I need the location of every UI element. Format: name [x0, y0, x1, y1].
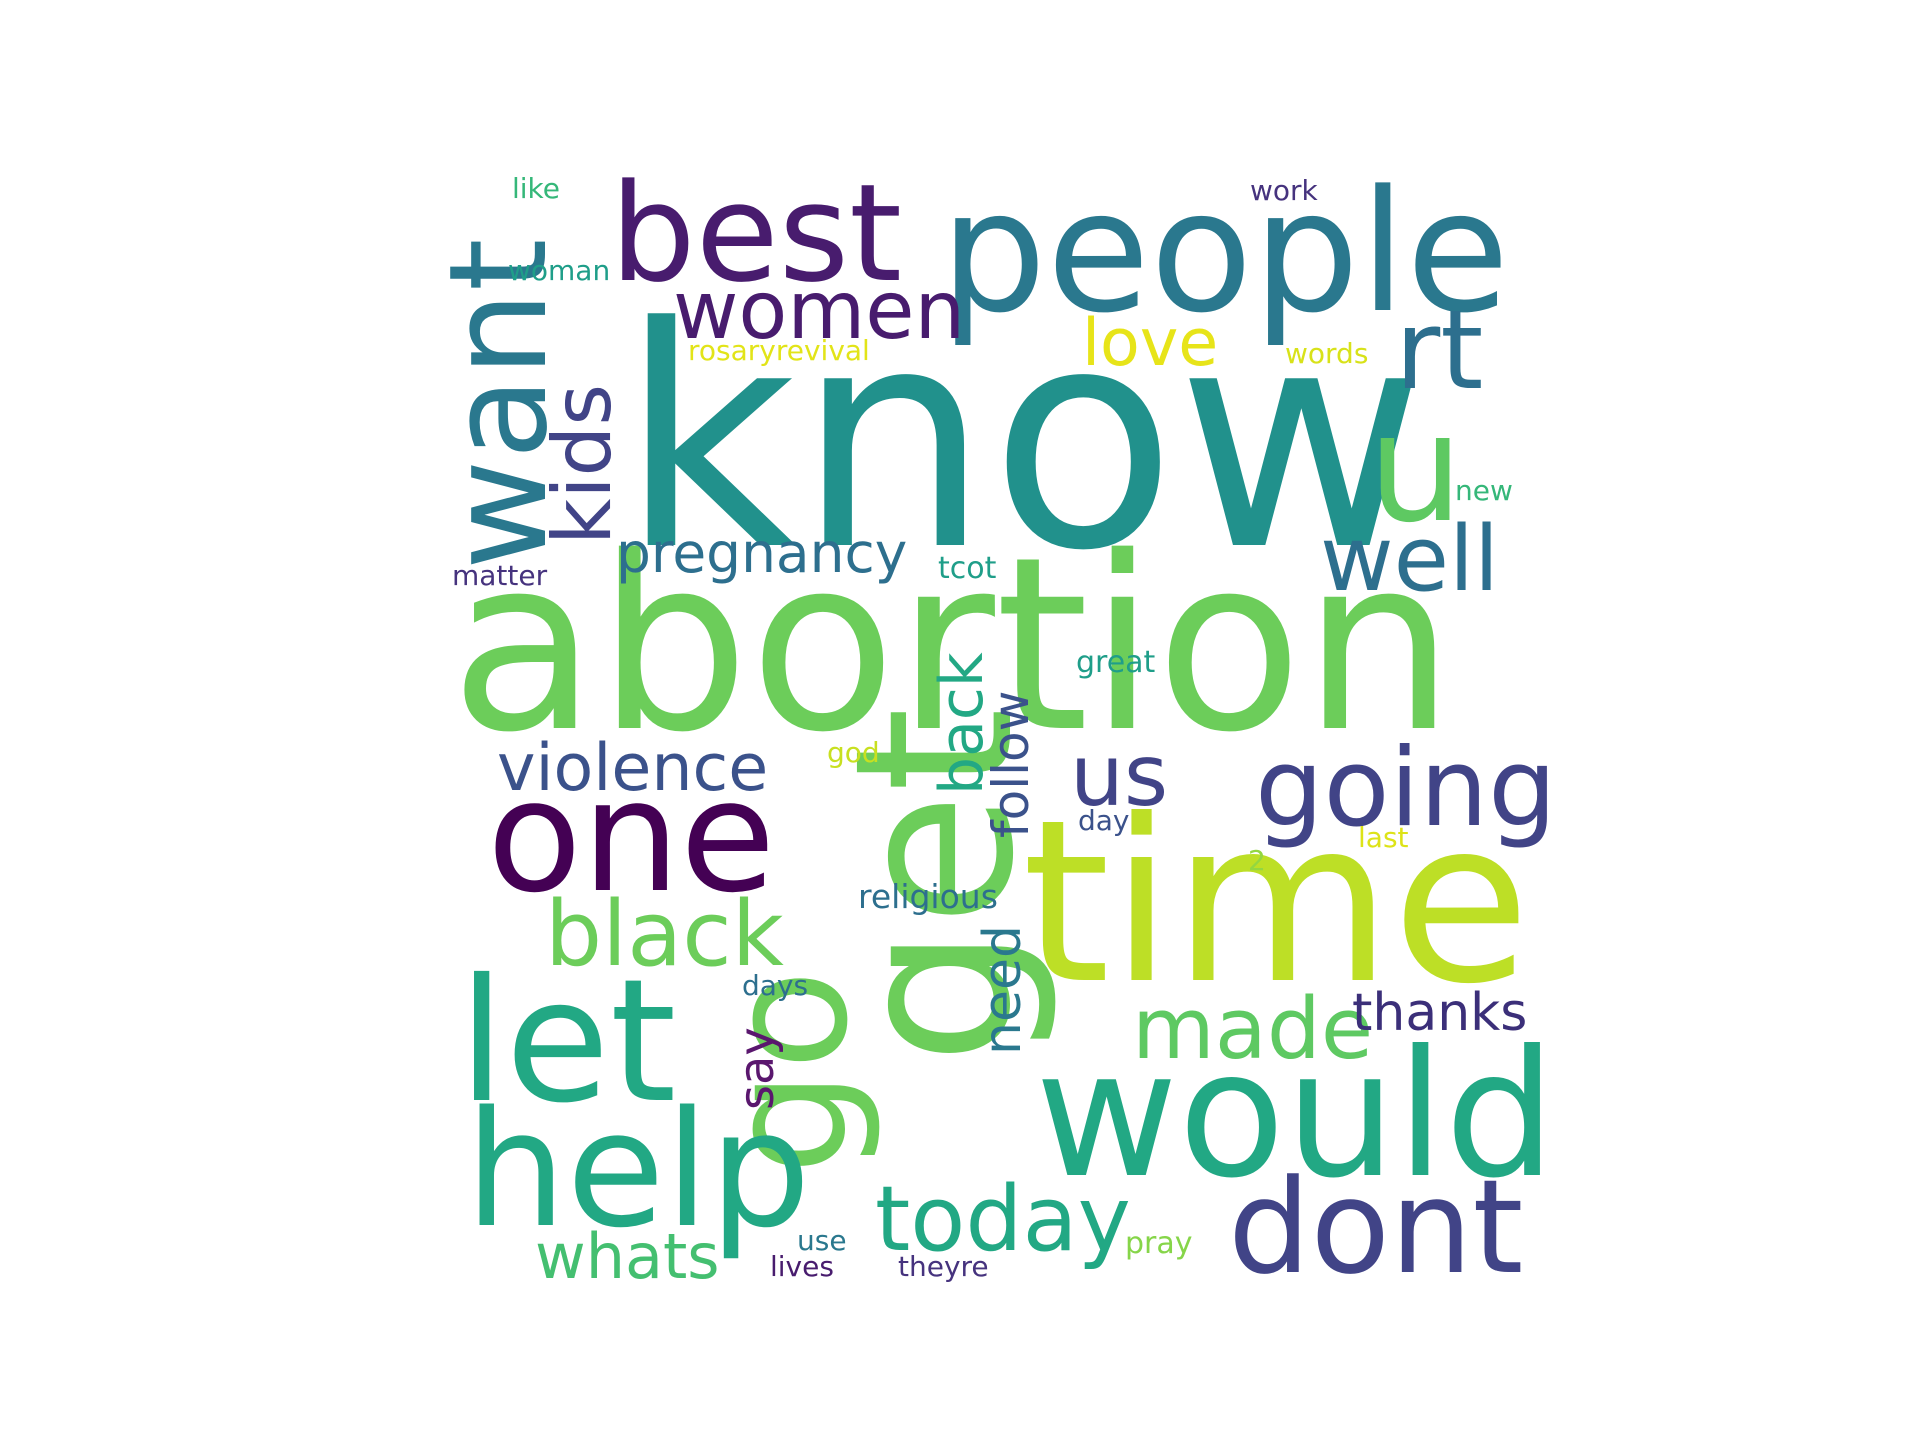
word-days: days [742, 969, 808, 1002]
word-god: god [827, 736, 880, 769]
word-whats: whats [535, 1220, 720, 1293]
word-best: best [610, 155, 902, 312]
word-last: last [1358, 821, 1409, 854]
word-today: today [875, 1167, 1131, 1272]
word-great: great [1076, 645, 1156, 680]
word-lives: lives [770, 1250, 834, 1283]
word-help: help [465, 1076, 811, 1263]
word-follow: follow [982, 691, 1040, 838]
word-u: u [1368, 382, 1463, 556]
word-violence: violence [497, 731, 768, 806]
word-religious: religious [858, 877, 998, 916]
word-rt: rt [1395, 286, 1483, 414]
word-pregnancy: pregnancy [616, 521, 907, 585]
word-rosaryrevival: rosaryrevival [688, 334, 870, 367]
word-time: time [1022, 772, 1530, 1034]
word-pray: pray [1125, 1226, 1193, 1261]
word-back: back [927, 652, 997, 795]
word-day: day [1078, 804, 1130, 837]
word-2: 2 [1248, 844, 1266, 877]
word-like: like [512, 172, 560, 205]
word-thanks: thanks [1352, 983, 1527, 1043]
word-black: black [545, 882, 784, 987]
word-love: love [1082, 306, 1218, 381]
word-one: one [487, 746, 775, 927]
word-made: made [1132, 980, 1373, 1079]
word-say: say [729, 1027, 785, 1110]
word-words: words [1285, 337, 1368, 370]
word-tcot: tcot [938, 551, 997, 586]
word-kids: kids [536, 384, 629, 545]
word-work: work [1250, 174, 1319, 207]
word-need: need [973, 925, 1033, 1055]
word-matter: matter [452, 559, 548, 592]
word-want: want [420, 238, 577, 570]
word-know: know [620, 262, 1426, 617]
word-let: let [458, 943, 676, 1141]
word-new: new [1455, 474, 1513, 507]
word-would: would [1035, 1014, 1556, 1217]
word-women: women [673, 264, 965, 357]
word-get: get [809, 707, 1062, 1065]
word-people: people [940, 154, 1509, 350]
word-go: go [692, 969, 884, 1175]
word-dont: dont [1228, 1151, 1523, 1303]
word-abortion: abortion [450, 505, 1455, 785]
word-woman: woman [508, 254, 610, 287]
word-theyre: theyre [898, 1250, 989, 1283]
word-well: well [1320, 507, 1499, 612]
word-us: us [1070, 727, 1168, 826]
word-use: use [797, 1224, 847, 1257]
word-going: going [1255, 726, 1557, 851]
